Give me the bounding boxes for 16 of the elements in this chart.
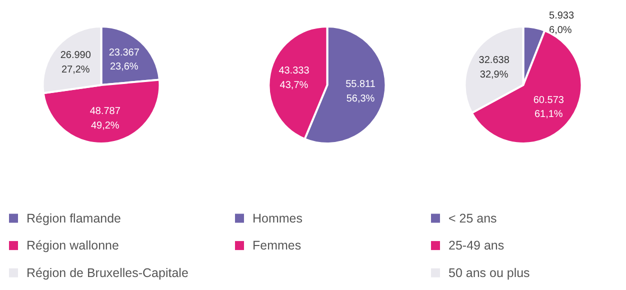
data-label: 23.367 23,6%: [108, 47, 140, 73]
legend-label: Région flamande: [26, 211, 122, 226]
data-label: 55.811 56,3%: [346, 79, 376, 104]
legend-label: Hommes: [252, 211, 303, 226]
data-label: 32.638 32,9%: [478, 55, 510, 80]
legend-label: Région wallonne: [26, 238, 119, 253]
data-label: 26.990 27,2%: [60, 50, 92, 76]
legend-label: < 25 ans: [448, 211, 497, 226]
data-label: 5.933 6,0%: [549, 10, 574, 36]
data-label: 43.333 43,7%: [278, 66, 310, 91]
data-label: 48.787 49,2%: [90, 106, 121, 132]
legend-label: 25-49 ans: [448, 238, 504, 253]
legend-label: 50 ans ou plus: [448, 266, 530, 280]
legend-label: Région de Bruxelles-Capitale: [26, 266, 188, 280]
data-label: 60.573 61,1%: [533, 94, 564, 120]
legend-label: Femmes: [252, 238, 302, 253]
